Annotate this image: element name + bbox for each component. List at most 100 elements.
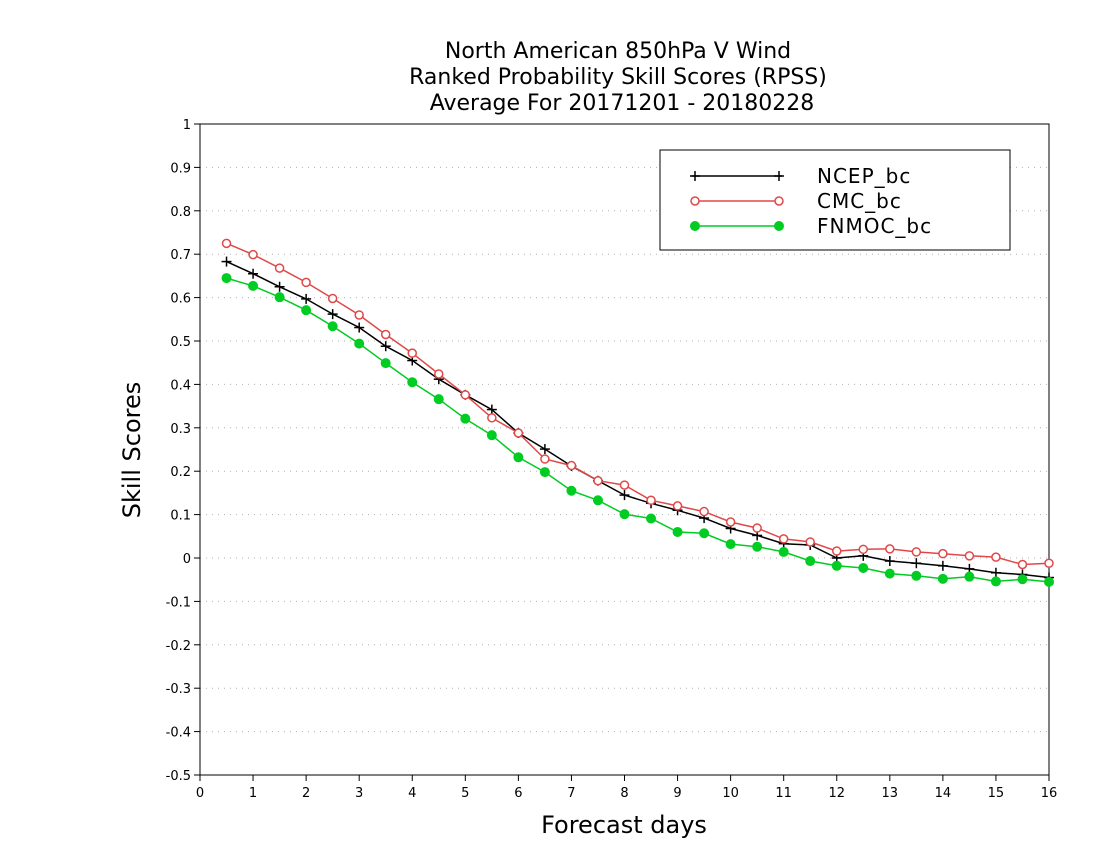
data-point-cmc-bc [301, 277, 311, 288]
data-point-cmc-bc [540, 454, 550, 464]
data-point-fnmoc-bc [672, 526, 683, 537]
legend-label: NCEP_bc [817, 164, 911, 188]
data-point-ncep-bc [619, 490, 630, 501]
y-tick-label: 0 [183, 552, 191, 567]
legend-marker [774, 221, 784, 231]
title-line-3: Average For 20171201 - 20180228 [430, 91, 815, 116]
y-tick-label: -0.2 [166, 639, 191, 654]
data-point-cmc-bc [221, 238, 232, 249]
data-point-cmc-bc [327, 293, 338, 304]
data-point-cmc-bc [593, 475, 603, 486]
data-point-fnmoc-bc [513, 452, 524, 463]
gridlines [200, 166, 1049, 733]
y-tick-label: -0.4 [166, 726, 191, 741]
legend-label: FNMOC_bc [817, 214, 932, 238]
legend-marker [774, 196, 784, 206]
data-point-ncep-bc [301, 293, 312, 304]
data-point-ncep-bc [884, 556, 895, 567]
chart-title: North American 850hPa V Wind Ranked Prob… [409, 39, 827, 116]
data-point-ncep-bc [990, 567, 1001, 578]
x-tick-label: 3 [355, 786, 363, 801]
data-point-ncep-bc [354, 322, 365, 333]
data-point-cmc-bc [407, 348, 417, 358]
data-point-fnmoc-bc [539, 467, 550, 478]
data-point-fnmoc-bc [805, 556, 816, 567]
x-tick-label: 16 [1041, 786, 1058, 801]
data-point-ncep-bc [221, 256, 232, 267]
data-point-ncep-bc [327, 309, 338, 320]
data-point-fnmoc-bc [858, 562, 869, 573]
x-axis-label: Forecast days [541, 811, 707, 839]
y-axis-label: Skill Scores [118, 382, 146, 519]
data-point-cmc-bc [460, 390, 471, 400]
data-point-cmc-bc [858, 544, 869, 555]
data-point-fnmoc-bc [248, 280, 259, 291]
legend-label: CMC_bc [817, 189, 902, 213]
data-point-fnmoc-bc [486, 430, 497, 441]
legend-marker [690, 221, 700, 231]
series-cmc-bc [221, 238, 1054, 570]
data-point-ncep-bc [486, 404, 497, 415]
x-tick-label: 8 [620, 786, 628, 801]
y-tick-label: 0.7 [170, 248, 191, 263]
data-point-cmc-bc [1044, 558, 1054, 568]
x-tick-label: 12 [828, 786, 845, 801]
series-group [221, 238, 1054, 587]
data-point-fnmoc-bc [964, 571, 975, 582]
x-tick-label: 0 [196, 786, 204, 801]
legend-box [659, 149, 1011, 251]
data-point-fnmoc-bc [380, 358, 391, 369]
x-tick-label: 7 [567, 786, 575, 801]
data-point-ncep-bc [911, 558, 922, 569]
data-point-fnmoc-bc [592, 495, 603, 506]
title-line-1: North American 850hPa V Wind [445, 39, 791, 64]
data-point-cmc-bc [805, 537, 815, 547]
legend-marker [774, 171, 784, 181]
data-point-fnmoc-bc [1017, 574, 1028, 585]
y-tick-labels: 1 0.9 0.8 0.7 0.6 0.5 0.4 0.3 0.2 0.1 0 -0.1 -0.2 -0.… [166, 118, 191, 784]
series-line-fnmoc-bc [226, 277, 1050, 583]
data-point-cmc-bc [672, 501, 683, 511]
data-point-cmc-bc [513, 428, 524, 438]
data-point-cmc-bc [778, 534, 789, 544]
legend-entry-ncep-bc: NCEP_bc [690, 164, 911, 188]
data-point-ncep-bc [380, 341, 391, 352]
data-point-cmc-bc [487, 413, 497, 423]
x-tick-labels: 0 1 2 3 4 5 6 7 8 9 10 11 12 13 14 15 16 [196, 786, 1057, 801]
data-point-fnmoc-bc [221, 273, 232, 284]
x-tick-label: 15 [988, 786, 1005, 801]
data-point-fnmoc-bc [354, 338, 365, 349]
data-point-fnmoc-bc [327, 321, 338, 332]
y-tick-label: -0.5 [166, 769, 191, 784]
y-tick-label: 0.3 [170, 422, 191, 437]
data-point-cmc-bc [752, 523, 762, 533]
data-point-fnmoc-bc [831, 560, 842, 571]
x-tick-label: 14 [935, 786, 952, 801]
data-point-cmc-bc [832, 546, 842, 556]
y-tick-label: 0.2 [170, 465, 191, 480]
y-tick-label: 0.9 [170, 161, 191, 176]
data-point-cmc-bc [699, 506, 709, 517]
data-point-cmc-bc [1017, 559, 1028, 570]
x-tick-label: 1 [249, 786, 257, 801]
y-tick-label: 0.8 [170, 205, 191, 220]
x-tick-label: 10 [722, 786, 739, 801]
data-point-fnmoc-bc [699, 528, 710, 539]
y-tick-label: 0.5 [170, 335, 191, 350]
data-point-cmc-bc [380, 329, 391, 340]
data-point-fnmoc-bc [646, 513, 657, 524]
series-ncep-bc [221, 256, 1054, 583]
legend-marker [690, 196, 700, 206]
data-point-cmc-bc [991, 552, 1001, 562]
data-point-cmc-bc [938, 548, 948, 559]
data-point-cmc-bc [911, 547, 922, 557]
y-tick-label: -0.3 [166, 682, 191, 697]
x-tick-label: 11 [775, 786, 792, 801]
data-point-fnmoc-bc [884, 568, 895, 579]
series-fnmoc-bc [221, 273, 1054, 587]
legend-marker [690, 171, 700, 181]
data-point-fnmoc-bc [911, 570, 922, 581]
data-point-cmc-bc [619, 480, 630, 490]
